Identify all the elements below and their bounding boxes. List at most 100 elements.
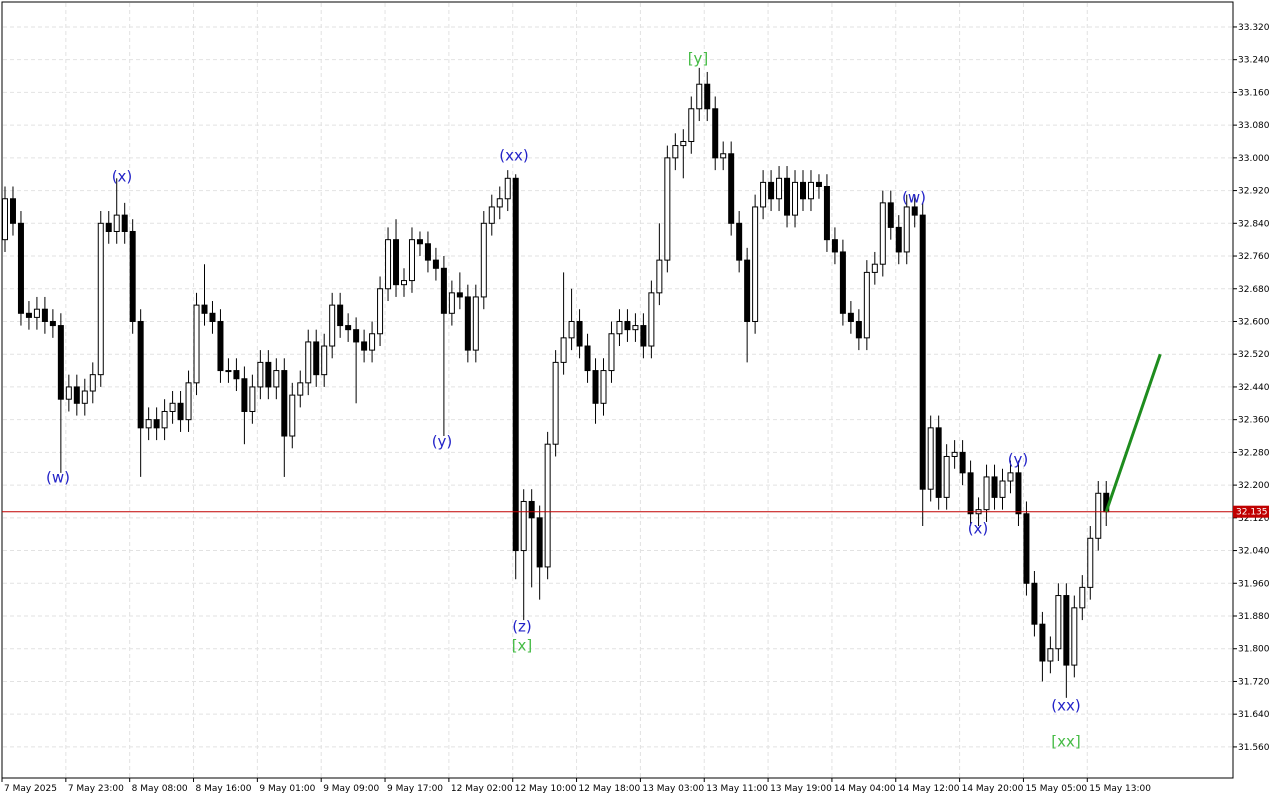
last-price-label: 32.135 xyxy=(1236,508,1268,518)
y-tick-label: 32.520 xyxy=(1238,350,1270,360)
y-tick-label: 32.120 xyxy=(1238,514,1270,524)
candle-body xyxy=(121,214,128,232)
candle-body xyxy=(720,153,727,159)
candle-body xyxy=(49,320,56,327)
candle-body xyxy=(943,455,950,498)
candle-body xyxy=(664,157,671,261)
candle-body xyxy=(592,370,599,404)
candle-body xyxy=(1031,582,1038,625)
candle-body xyxy=(89,374,96,392)
candle-body xyxy=(600,370,607,404)
y-tick-label: 32.680 xyxy=(1238,285,1270,295)
y-tick-label: 31.960 xyxy=(1238,579,1270,589)
candle-body xyxy=(536,517,543,568)
candle-body xyxy=(951,451,958,457)
candle-body xyxy=(169,402,176,412)
candle-body xyxy=(1047,648,1054,662)
x-tick-label: 12 May 10:00 xyxy=(515,784,577,794)
wave-label: [x] xyxy=(512,637,533,655)
candle-body xyxy=(353,329,360,343)
candle-body xyxy=(576,320,583,347)
candle-body xyxy=(193,304,200,384)
x-tick-label: 7 May 23:00 xyxy=(68,784,124,794)
x-tick-label: 14 May 20:00 xyxy=(962,784,1024,794)
candle-body xyxy=(855,320,862,339)
candle-body xyxy=(113,214,120,232)
candle-body xyxy=(807,181,814,200)
candle-body xyxy=(712,108,719,159)
candle-body xyxy=(927,427,934,490)
candle-body xyxy=(297,382,304,396)
candle-body xyxy=(201,304,208,314)
candle-body xyxy=(289,394,296,437)
x-tick-label: 15 May 05:00 xyxy=(1025,784,1087,794)
y-tick-label: 33.080 xyxy=(1238,121,1270,131)
wave-label: (x) xyxy=(968,520,989,538)
candle-body xyxy=(496,198,503,208)
x-tick-label: 14 May 04:00 xyxy=(834,784,896,794)
candle-body xyxy=(408,239,415,282)
candle-body xyxy=(871,263,878,273)
candle-body xyxy=(97,222,104,376)
candle-body xyxy=(895,226,902,253)
candle-body xyxy=(831,239,838,253)
candle-body xyxy=(129,230,136,322)
y-tick-label: 31.720 xyxy=(1238,677,1270,687)
candle-body xyxy=(688,108,695,142)
candle-body xyxy=(361,341,368,351)
candle-body xyxy=(967,472,974,515)
candle-body xyxy=(728,153,735,224)
candle-body xyxy=(305,341,312,384)
candle-body xyxy=(704,83,711,110)
candle-body xyxy=(1079,586,1086,609)
candle-body xyxy=(544,443,551,568)
candle-body xyxy=(887,202,894,228)
candle-body xyxy=(648,292,655,347)
candle-body xyxy=(903,206,910,253)
candle-body xyxy=(584,345,591,372)
candle-body xyxy=(472,296,479,351)
candle-body xyxy=(401,280,407,286)
candle-body xyxy=(784,177,791,216)
candle-body xyxy=(241,378,248,412)
candle-body xyxy=(520,500,527,552)
candle-body xyxy=(672,145,679,159)
candle-body xyxy=(919,214,926,490)
candle-body xyxy=(488,206,495,224)
candle-body xyxy=(680,140,687,147)
last-price-box xyxy=(1233,505,1269,518)
candle-body xyxy=(249,386,256,412)
y-tick-label: 32.920 xyxy=(1238,187,1270,197)
candle-body xyxy=(385,239,392,290)
candle-body xyxy=(321,345,328,376)
candle-body xyxy=(416,239,423,245)
forecast-line xyxy=(1104,353,1162,513)
candle-body xyxy=(65,386,72,400)
candle-body xyxy=(9,198,16,224)
candle-body xyxy=(329,304,336,347)
candle-body xyxy=(1055,595,1062,650)
candle-body xyxy=(137,320,144,429)
x-tick-label: 8 May 16:00 xyxy=(196,784,252,794)
candle-body xyxy=(568,320,575,339)
wave-label: (z) xyxy=(512,618,532,636)
candle-body xyxy=(217,320,224,372)
x-tick-label: 12 May 18:00 xyxy=(579,784,641,794)
candle-body xyxy=(528,500,535,519)
candle-body xyxy=(863,271,870,339)
candle-body xyxy=(624,320,631,331)
candle-body xyxy=(983,476,990,511)
y-tick-label: 31.880 xyxy=(1238,612,1270,622)
y-tick-label: 33.320 xyxy=(1238,23,1270,33)
candle-body xyxy=(456,292,463,298)
candle-body xyxy=(153,419,160,429)
candle-body xyxy=(81,390,88,404)
candle-body xyxy=(640,325,647,347)
candle-body xyxy=(823,185,830,241)
x-tick-label: 13 May 03:00 xyxy=(642,784,704,794)
wave-label: (y) xyxy=(1008,451,1029,469)
candle-body xyxy=(504,177,511,200)
candle-body xyxy=(935,427,942,498)
candle-body xyxy=(552,361,559,445)
